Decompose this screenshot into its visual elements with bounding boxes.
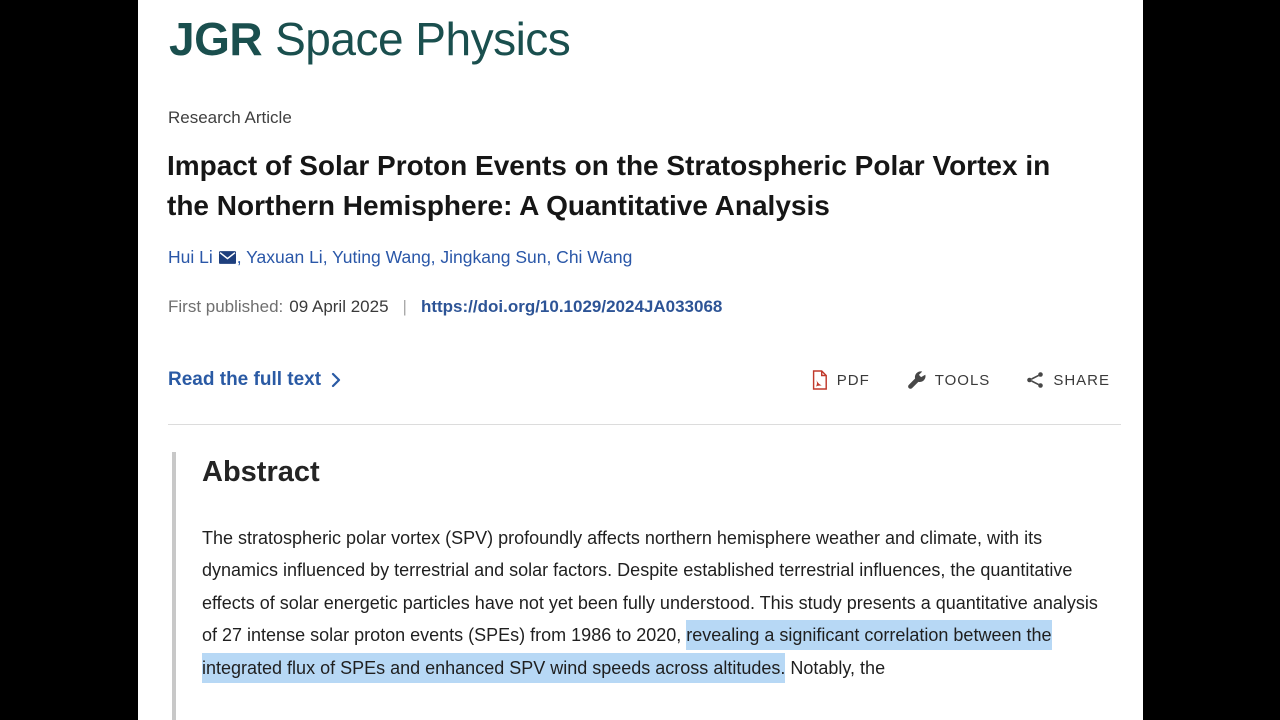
abstract-left-border [172, 452, 176, 720]
pdf-document-icon [810, 370, 828, 390]
read-full-text-label: Read the full text [168, 369, 322, 390]
pdf-button[interactable]: PDF [810, 370, 870, 390]
first-published-date: 09 April 2025 [289, 297, 389, 316]
envelope-icon[interactable] [218, 248, 236, 264]
tools-button-label: TOOLS [934, 371, 991, 389]
abstract-text-segment: Notably, the [785, 657, 886, 678]
pdf-button-label: PDF [836, 371, 870, 389]
doi-link[interactable]: https://doi.org/10.1029/2024JA033068 [420, 297, 723, 316]
tools-button[interactable]: TOOLS [906, 370, 991, 390]
letterbox-right [1143, 0, 1280, 720]
publication-info: First published: 09 April 2025 | https://do… [168, 297, 722, 317]
article-type-label: Research Article [168, 108, 292, 127]
abstract-heading: Abstract [202, 456, 320, 488]
abstract-paragraph: The stratospheric polar vortex (SPV) pro… [202, 522, 1117, 684]
share-button-label: SHARE [1053, 371, 1110, 389]
wrench-icon [906, 370, 926, 390]
journal-logo-name: Space Physics [275, 13, 571, 65]
author-list: Hui Li , Yaxuan Li, Yuting Wang, Jingkang… [168, 247, 632, 268]
article-title: Impact of Solar Proton Events on the Str… [167, 150, 1051, 221]
author-links-others[interactable]: , Yaxuan Li, Yuting Wang, Jingkang Sun, … [236, 247, 633, 267]
abstract-text-segment: The stratospheric polar vortex (SPV) pro… [202, 528, 1098, 646]
article-toolbar: PDF TOOLS SHARE [810, 370, 1110, 390]
journal-logo-acronym: JGR [169, 13, 263, 65]
first-published-label: First published: [168, 297, 284, 316]
section-divider [168, 424, 1121, 425]
article-page: JGR Space Physics Research Article Impact… [138, 0, 1143, 720]
read-full-text-link[interactable]: Read the full text [168, 369, 341, 391]
letterbox-left [0, 0, 138, 720]
share-button[interactable]: SHARE [1026, 371, 1110, 389]
separator: | [402, 297, 407, 316]
author-link-corresponding[interactable]: Hui Li [168, 247, 213, 267]
journal-logo[interactable]: JGR Space Physics [169, 12, 571, 66]
chevron-right-icon [331, 372, 341, 388]
share-nodes-icon [1026, 371, 1044, 389]
